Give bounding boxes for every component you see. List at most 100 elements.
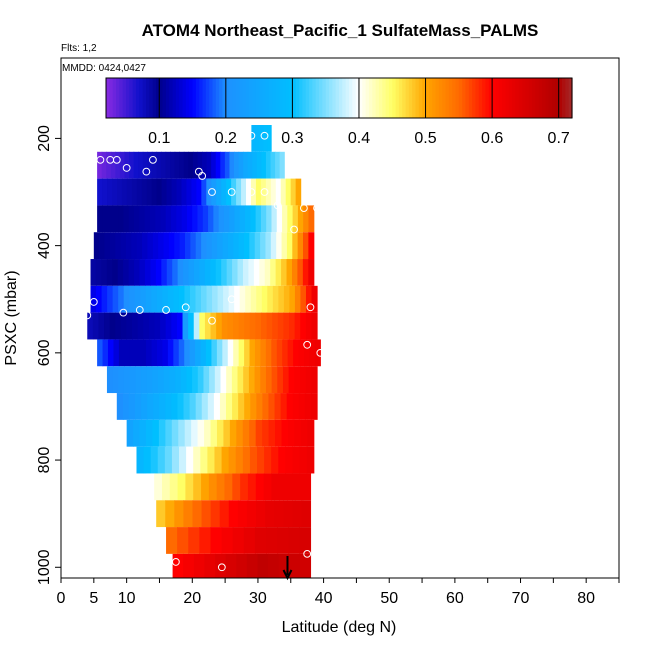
colorbar-segment bbox=[525, 78, 530, 118]
heatmap-cell bbox=[133, 419, 141, 447]
heatmap-cell bbox=[171, 205, 177, 233]
heatmap-cell bbox=[122, 393, 130, 420]
heatmap-cell bbox=[172, 259, 179, 286]
colorbar-segment bbox=[512, 78, 517, 118]
heatmap-cell bbox=[165, 419, 173, 447]
heatmap-cell bbox=[223, 419, 231, 447]
colorbar-segment bbox=[242, 78, 247, 118]
colorbar-segment bbox=[542, 78, 546, 118]
heatmap-cell bbox=[215, 259, 222, 286]
colorbar-segment bbox=[129, 78, 134, 118]
heatmap-cell bbox=[96, 285, 103, 313]
heatmap-cell bbox=[183, 259, 190, 286]
heatmap-cell bbox=[274, 393, 282, 420]
heatmap-cell bbox=[142, 232, 149, 260]
heatmap-cell bbox=[220, 366, 227, 394]
heatmap-cell bbox=[222, 339, 229, 367]
heatmap-cell bbox=[102, 205, 109, 233]
heatmap-cell bbox=[184, 419, 192, 447]
heatmap-cell bbox=[186, 178, 193, 206]
heatmap-cell bbox=[285, 446, 294, 474]
heatmap-cell bbox=[188, 151, 194, 179]
heatmap-cell bbox=[121, 178, 128, 206]
observation-point bbox=[227, 295, 236, 304]
colorbar-segment bbox=[452, 78, 457, 118]
heatmap-cell bbox=[101, 285, 108, 313]
heatmap-cell bbox=[112, 366, 119, 394]
colorbar-segment bbox=[309, 78, 313, 118]
heatmap-cell bbox=[255, 473, 265, 501]
heatmap-cell bbox=[171, 446, 180, 474]
heatmap-cell bbox=[271, 339, 278, 367]
heatmap-cell bbox=[266, 527, 278, 554]
x-axis: 0 5 10 20 30 40 50 60 70 80 bbox=[57, 578, 620, 607]
colorbar-segment bbox=[448, 78, 453, 118]
heatmap-cell bbox=[265, 500, 275, 528]
colorbar-segment bbox=[212, 78, 217, 118]
heatmap-cell bbox=[259, 259, 266, 286]
heatmap-cell bbox=[299, 553, 312, 578]
heatmap-cell bbox=[278, 553, 290, 578]
heatmap-cell bbox=[270, 178, 277, 206]
heatmap-cell bbox=[297, 232, 304, 260]
heatmap-cell bbox=[224, 473, 233, 501]
heatmap-cell bbox=[270, 232, 277, 260]
heatmap-cell bbox=[160, 205, 167, 233]
observation-point bbox=[227, 188, 236, 196]
heatmap-cell bbox=[300, 312, 307, 340]
colorbar-segment bbox=[165, 78, 170, 118]
colorbar-segment bbox=[562, 78, 566, 118]
colorbar-segment bbox=[392, 78, 397, 118]
heatmap-cell bbox=[176, 178, 183, 206]
colorbar-segment bbox=[282, 78, 287, 118]
heatmap-cell bbox=[263, 125, 268, 152]
heatmap-cell bbox=[239, 285, 246, 313]
heatmap-cell bbox=[247, 151, 253, 179]
colorbar-segment bbox=[182, 78, 187, 118]
heatmap-cell bbox=[123, 259, 130, 286]
heatmap-cell bbox=[300, 419, 308, 447]
colorbar-segment bbox=[155, 78, 160, 118]
heatmap-cell bbox=[211, 178, 217, 206]
heatmap-cell bbox=[146, 419, 154, 447]
heatmap-cell bbox=[286, 259, 293, 286]
colorbar-segment bbox=[112, 78, 117, 118]
heatmap-cell bbox=[189, 339, 196, 367]
heatmap-cell bbox=[211, 339, 218, 367]
x-tick-label: 20 bbox=[183, 590, 201, 607]
heatmap-cell bbox=[206, 151, 212, 179]
heatmap-cell bbox=[135, 339, 142, 367]
heatmap-cell bbox=[276, 232, 283, 260]
colorbar-segment bbox=[115, 78, 120, 118]
observation-point bbox=[135, 306, 144, 314]
heatmap-cell bbox=[213, 393, 221, 420]
heatmap-cell bbox=[221, 312, 228, 340]
colorbar-segment bbox=[522, 78, 526, 118]
heatmap-cell bbox=[305, 366, 312, 394]
heatmap-cell bbox=[171, 393, 179, 420]
heatmap-cell bbox=[128, 393, 136, 420]
heatmap-cell bbox=[174, 500, 185, 528]
heatmap-cell bbox=[245, 285, 252, 313]
x-tick-label: 80 bbox=[577, 590, 595, 607]
colorbar-segment bbox=[322, 78, 327, 118]
heatmap-cell bbox=[239, 205, 246, 233]
mmdd-label: MMDD: 0424,0427 bbox=[62, 63, 146, 74]
observation-point bbox=[162, 306, 170, 314]
heatmap-cell bbox=[300, 285, 307, 313]
colorbar-segment bbox=[195, 78, 200, 118]
colorbar-segment bbox=[488, 78, 493, 118]
heatmap-cell bbox=[292, 205, 299, 233]
colorbar-segment bbox=[275, 78, 280, 118]
heatmap-cell bbox=[250, 178, 257, 206]
heatmap-cell bbox=[116, 178, 123, 206]
heatmap-cell bbox=[123, 366, 131, 394]
heatmap-cell bbox=[175, 366, 182, 394]
heatmap-cell bbox=[275, 259, 282, 286]
colorbar-segment bbox=[555, 78, 560, 118]
heatmap-cell bbox=[236, 178, 242, 206]
heatmap-cell bbox=[275, 419, 283, 447]
colorbar-segment bbox=[189, 78, 194, 118]
heatmap-cell bbox=[166, 259, 173, 286]
